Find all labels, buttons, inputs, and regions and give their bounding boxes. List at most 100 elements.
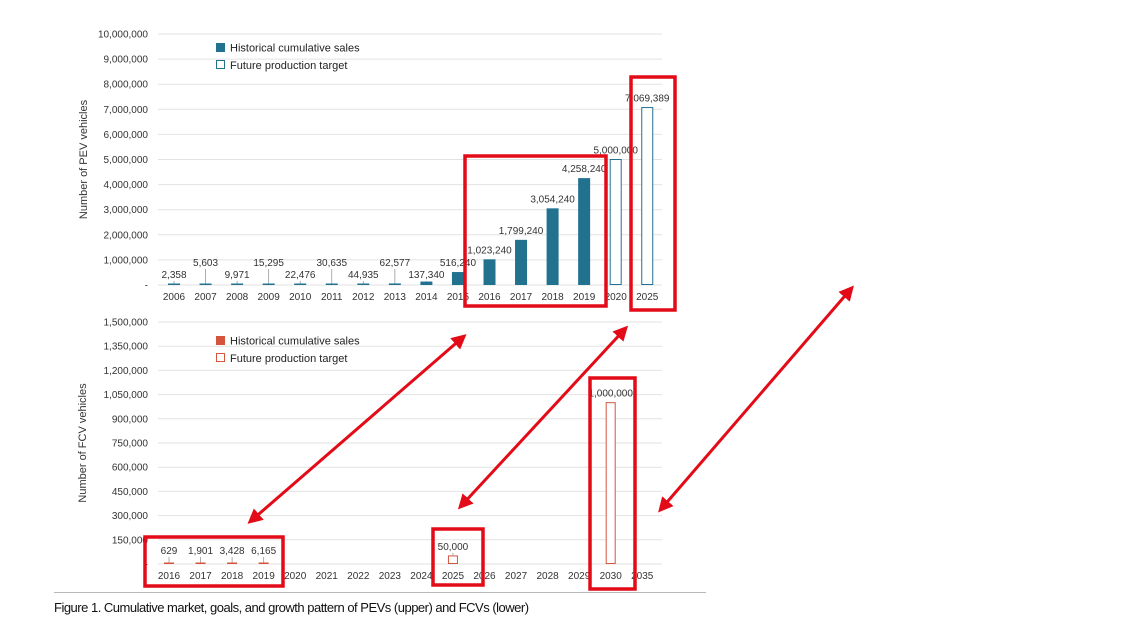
bar-historical [199,283,212,285]
data-label: 1,023,240 [467,245,512,256]
x-tick-label: 2023 [379,571,402,582]
bar-historical [262,283,275,285]
y-tick-label: 1,200,000 [104,366,149,377]
y-tick-label: 1,500,000 [104,318,149,329]
x-tick-label: 2009 [258,292,281,303]
y-tick-label: 450,000 [112,487,149,498]
bar-historical [195,562,206,564]
legend-swatch-target [216,60,225,69]
x-tick-label: 2020 [605,292,628,303]
legend-swatch-historical [216,336,225,345]
bar-target [447,555,458,565]
y-tick-label: 1,350,000 [104,342,149,353]
bar-historical [420,281,433,285]
bar-historical [483,259,496,285]
legend-swatch-historical [216,43,225,52]
x-tick-label: 2013 [384,292,407,303]
highlight-box [629,75,677,312]
x-tick-label: 2012 [352,292,375,303]
x-tick-label: 2016 [478,292,501,303]
x-tick-label: 2017 [510,292,533,303]
x-tick-label: 2019 [253,571,276,582]
x-tick-label: 2018 [541,292,564,303]
pev-chart: - 1,000,000 2,000,000 3,000,000 4,000,000 5,0… [78,30,670,304]
y-tick-label: 7,000,000 [104,105,149,116]
y-tick-label: 4,000,000 [104,180,149,191]
highlight-annotations [143,75,854,591]
data-label: 50,000 [438,542,469,553]
y-tick-label: 5,000,000 [104,155,149,166]
y-tick-label: 9,000,000 [104,55,149,66]
data-label: 5,000,000 [593,146,638,157]
data-label: 22,476 [285,270,316,281]
x-tick-label: 2008 [226,292,249,303]
y-tick-label: 150,000 [112,535,149,546]
bar-historical [515,239,528,285]
y-tick-label: 1,050,000 [104,390,149,401]
bar-historical [258,562,269,564]
x-tick-label: 2021 [316,571,339,582]
x-tick-label: 2017 [189,571,212,582]
highlight-box [143,535,285,588]
data-label: 62,577 [380,258,411,269]
fcv-chart: -150,000300,000450,000600,000750,000900,… [77,318,662,582]
x-tick-label: 2006 [163,292,186,303]
bar-historical [168,283,180,285]
y-tick-label: 750,000 [112,439,149,450]
data-label: 7,069,389 [625,94,670,105]
bar-historical [388,283,401,285]
data-label: 137,340 [408,270,445,281]
data-label: 4,258,240 [562,164,607,175]
bar-target [641,107,654,285]
y-tick-label: - [145,281,148,292]
data-label: 629 [161,546,178,557]
x-tick-label: 2025 [442,571,465,582]
x-tick-label: 2015 [447,292,470,303]
highlight-arrow [457,325,629,510]
bar-target [609,159,622,285]
bar-historical [164,562,174,564]
y-tick-label: 6,000,000 [104,130,149,141]
x-tick-label: 2018 [221,571,244,582]
data-label: 1,000,000 [588,389,633,400]
bar-historical [357,283,370,285]
y-tick-label: 2,000,000 [104,230,149,241]
x-tick-label: 2007 [194,292,217,303]
data-label: 2,358 [161,270,186,281]
bar-target [605,402,616,564]
y-tick-label: 10,000,000 [98,30,148,41]
x-tick-label: 2011 [321,292,343,303]
caption-rule [54,592,706,593]
x-tick-label: 2030 [600,571,623,582]
x-tick-label: 2025 [636,292,659,303]
x-tick-label: 2016 [158,571,181,582]
highlight-arrow [658,285,854,513]
legend-label-historical: Historical cumulative sales [230,43,360,55]
highlight-box [431,527,485,587]
legend-label-historical: Historical cumulative sales [230,336,360,348]
x-tick-label: 2028 [536,571,559,582]
x-tick-label: 2019 [573,292,596,303]
data-label: 15,295 [253,258,284,269]
x-tick-label: 2024 [410,571,433,582]
data-label: 1,901 [188,546,213,557]
y-tick-label: 1,000,000 [104,255,149,266]
bar-historical [294,283,307,285]
x-tick-label: 2029 [568,571,591,582]
data-label: 3,054,240 [530,194,575,205]
bar-historical [451,272,464,285]
x-tick-label: 2014 [415,292,438,303]
legend-label-target: Future production target [230,60,347,72]
bar-historical [231,283,244,285]
data-label: 9,971 [225,270,250,281]
y-tick-label: 600,000 [112,463,149,474]
x-tick-label: 2020 [284,571,307,582]
legend-swatch-target [216,353,225,362]
data-label: 5,603 [193,258,218,269]
figure-caption: Figure 1. Cumulative market, goals, and … [54,600,529,615]
y-axis-title: Number of FCV vehicles [77,383,89,503]
data-label: 30,635 [316,258,347,269]
highlight-arrow [247,334,467,524]
y-tick-label: 900,000 [112,414,149,425]
